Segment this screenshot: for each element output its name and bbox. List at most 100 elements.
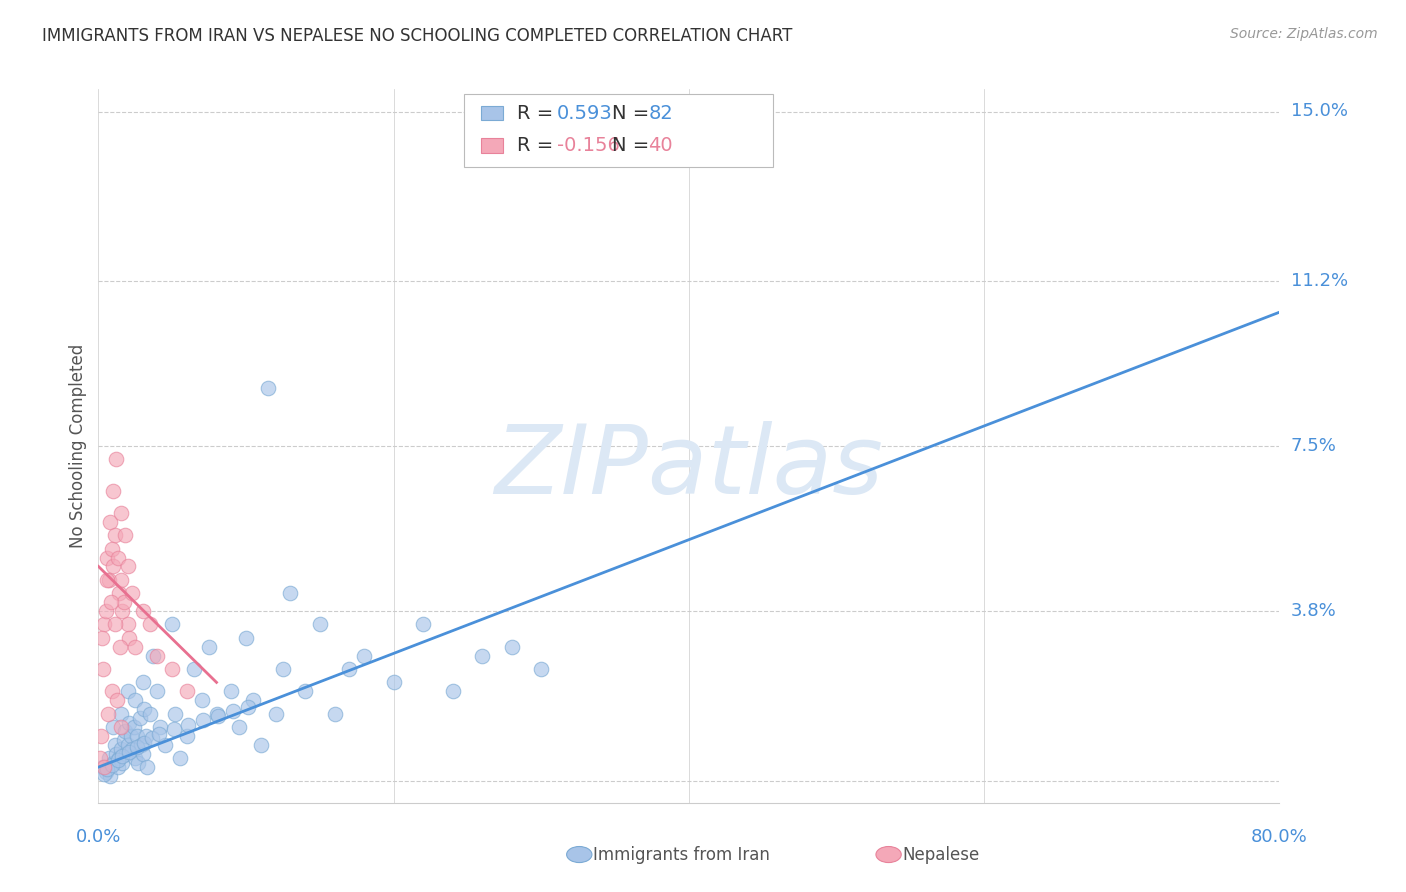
Point bbox=[191, 693, 214, 707]
Text: ZIPatlas: ZIPatlas bbox=[495, 421, 883, 514]
Point bbox=[91, 631, 114, 645]
Point bbox=[134, 702, 156, 716]
Text: 3.8%: 3.8% bbox=[1291, 602, 1336, 620]
Point bbox=[103, 483, 125, 498]
Point bbox=[323, 706, 346, 721]
Text: N =: N = bbox=[612, 136, 655, 155]
Point bbox=[139, 706, 162, 721]
Point bbox=[98, 769, 121, 783]
Point bbox=[353, 648, 375, 663]
Point bbox=[104, 528, 127, 542]
Text: R =: R = bbox=[517, 136, 560, 155]
Point bbox=[117, 684, 139, 698]
Point bbox=[105, 747, 128, 761]
Point bbox=[294, 684, 316, 698]
Point bbox=[309, 617, 332, 632]
Point bbox=[120, 729, 142, 743]
Point bbox=[183, 662, 205, 676]
Point bbox=[139, 617, 162, 632]
Point bbox=[141, 731, 163, 746]
Point bbox=[97, 751, 120, 765]
Point bbox=[103, 756, 125, 770]
Point bbox=[471, 648, 494, 663]
Point bbox=[90, 729, 112, 743]
Point bbox=[100, 595, 122, 609]
Point bbox=[98, 515, 121, 529]
Point bbox=[117, 738, 139, 752]
Point bbox=[105, 693, 128, 707]
Point bbox=[108, 586, 131, 600]
Point bbox=[110, 720, 132, 734]
Text: Nepalese: Nepalese bbox=[903, 846, 980, 863]
Text: 80.0%: 80.0% bbox=[1251, 828, 1308, 846]
Text: 40: 40 bbox=[648, 136, 673, 155]
Point bbox=[177, 717, 200, 731]
Point bbox=[117, 617, 139, 632]
Point bbox=[124, 751, 146, 765]
Point bbox=[104, 617, 127, 632]
Point bbox=[219, 684, 243, 698]
Point bbox=[165, 706, 187, 721]
Point bbox=[142, 648, 165, 663]
Point bbox=[235, 631, 257, 645]
Point bbox=[278, 586, 302, 600]
Point bbox=[117, 559, 139, 574]
Point bbox=[111, 604, 134, 618]
Text: 15.0%: 15.0% bbox=[1291, 103, 1347, 120]
Point bbox=[97, 573, 120, 587]
Point bbox=[121, 742, 143, 756]
Point bbox=[501, 640, 523, 654]
Text: 0.593: 0.593 bbox=[557, 103, 613, 123]
Point bbox=[96, 573, 118, 587]
Point bbox=[108, 751, 131, 765]
Point bbox=[110, 573, 132, 587]
Point bbox=[121, 586, 143, 600]
Point bbox=[146, 648, 169, 663]
Text: 82: 82 bbox=[648, 103, 673, 123]
Point bbox=[149, 720, 172, 734]
Point bbox=[129, 738, 152, 752]
Point bbox=[114, 528, 136, 542]
Point bbox=[441, 684, 464, 698]
Point bbox=[134, 735, 156, 749]
Point bbox=[104, 738, 127, 752]
Point bbox=[118, 744, 141, 758]
Point bbox=[96, 550, 118, 565]
Point bbox=[118, 715, 141, 730]
Point bbox=[132, 604, 155, 618]
Point bbox=[94, 604, 117, 618]
Point bbox=[93, 760, 115, 774]
Text: 7.5%: 7.5% bbox=[1291, 437, 1337, 455]
Text: N =: N = bbox=[612, 103, 655, 123]
Point bbox=[193, 714, 215, 728]
Point bbox=[93, 766, 115, 781]
Text: Source: ZipAtlas.com: Source: ZipAtlas.com bbox=[1230, 27, 1378, 41]
Point bbox=[128, 711, 150, 725]
Point bbox=[264, 706, 287, 721]
Point bbox=[110, 742, 132, 756]
Point bbox=[127, 756, 149, 770]
Point bbox=[132, 747, 155, 761]
Point bbox=[103, 559, 125, 574]
Point bbox=[101, 684, 124, 698]
Point bbox=[153, 738, 176, 752]
Point bbox=[124, 693, 146, 707]
Point bbox=[176, 729, 198, 743]
Point bbox=[100, 758, 122, 772]
Point bbox=[112, 595, 135, 609]
Point bbox=[205, 706, 228, 721]
Point bbox=[135, 729, 157, 743]
Text: 11.2%: 11.2% bbox=[1291, 272, 1348, 290]
Text: 0.0%: 0.0% bbox=[76, 828, 121, 846]
Point bbox=[337, 662, 360, 676]
Point bbox=[96, 762, 118, 776]
Text: R =: R = bbox=[517, 103, 560, 123]
Point bbox=[236, 699, 259, 714]
Point bbox=[412, 617, 434, 632]
Point bbox=[162, 617, 183, 632]
Point bbox=[100, 541, 122, 556]
Point bbox=[136, 760, 159, 774]
Point bbox=[89, 751, 111, 765]
Point bbox=[250, 738, 273, 752]
Point bbox=[242, 693, 264, 707]
